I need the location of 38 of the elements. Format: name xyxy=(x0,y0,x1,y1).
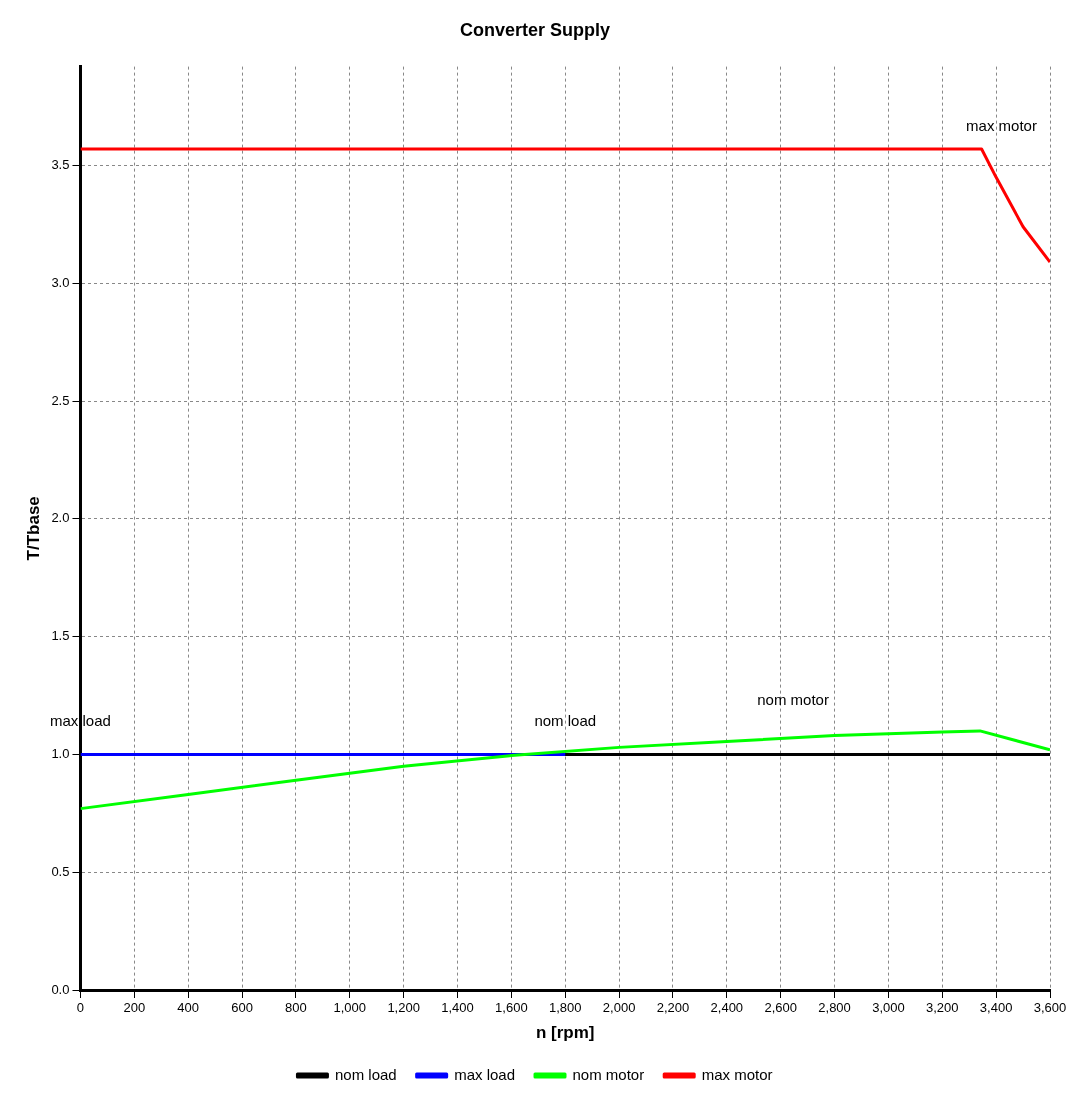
x-tick-label: 1,200 xyxy=(387,1000,420,1016)
legend-label: nom load xyxy=(334,1065,397,1083)
x-tick-label: 2,800 xyxy=(818,1000,851,1016)
chart-title: Converter Supply xyxy=(459,19,611,40)
legend-label: max load xyxy=(454,1065,516,1083)
x-tick-label: 2,400 xyxy=(710,1000,744,1016)
y-tick-label: 3.5 xyxy=(51,157,70,173)
y-axis-title: T/Tbase xyxy=(23,496,43,561)
x-tick-label: 0 xyxy=(76,1000,85,1016)
x-tick-label: 3,000 xyxy=(872,1000,905,1016)
legend-label: max motor xyxy=(701,1065,773,1083)
y-tick-label: 3.0 xyxy=(51,274,70,290)
x-tick-label: 1,600 xyxy=(495,1000,528,1016)
y-tick-label: 2.5 xyxy=(51,392,70,408)
x-tick-label: 800 xyxy=(285,1000,307,1016)
annotation: max load xyxy=(50,712,111,730)
x-tick-label: 600 xyxy=(231,1000,253,1016)
x-tick-label: 1,000 xyxy=(333,1000,367,1016)
x-tick-label: 2,600 xyxy=(764,1000,797,1016)
annotation: nom load xyxy=(534,712,597,730)
y-tick-label: 0.0 xyxy=(51,981,70,997)
annotation: nom motor xyxy=(757,691,829,709)
y-tick-label: 1.5 xyxy=(51,628,70,644)
x-tick-label: 1,400 xyxy=(441,1000,474,1016)
y-tick-label: 2.0 xyxy=(51,510,70,526)
x-tick-label: 3,200 xyxy=(926,1000,959,1016)
x-tick-label: 3,600 xyxy=(1033,1000,1067,1016)
x-axis-title: n [rpm] xyxy=(535,1023,595,1043)
legend-label: nom motor xyxy=(572,1065,645,1083)
x-tick-label: 2,000 xyxy=(602,1000,636,1016)
x-tick-label: 2,200 xyxy=(656,1000,690,1016)
x-tick-label: 400 xyxy=(177,1000,200,1016)
annotation: max motor xyxy=(966,116,1037,134)
y-tick-label: 1.0 xyxy=(51,746,70,762)
x-tick-label: 3,400 xyxy=(979,1000,1013,1016)
x-tick-label: 200 xyxy=(123,1000,146,1016)
y-tick-label: 0.5 xyxy=(51,863,70,879)
x-tick-label: 1,800 xyxy=(548,1000,582,1016)
